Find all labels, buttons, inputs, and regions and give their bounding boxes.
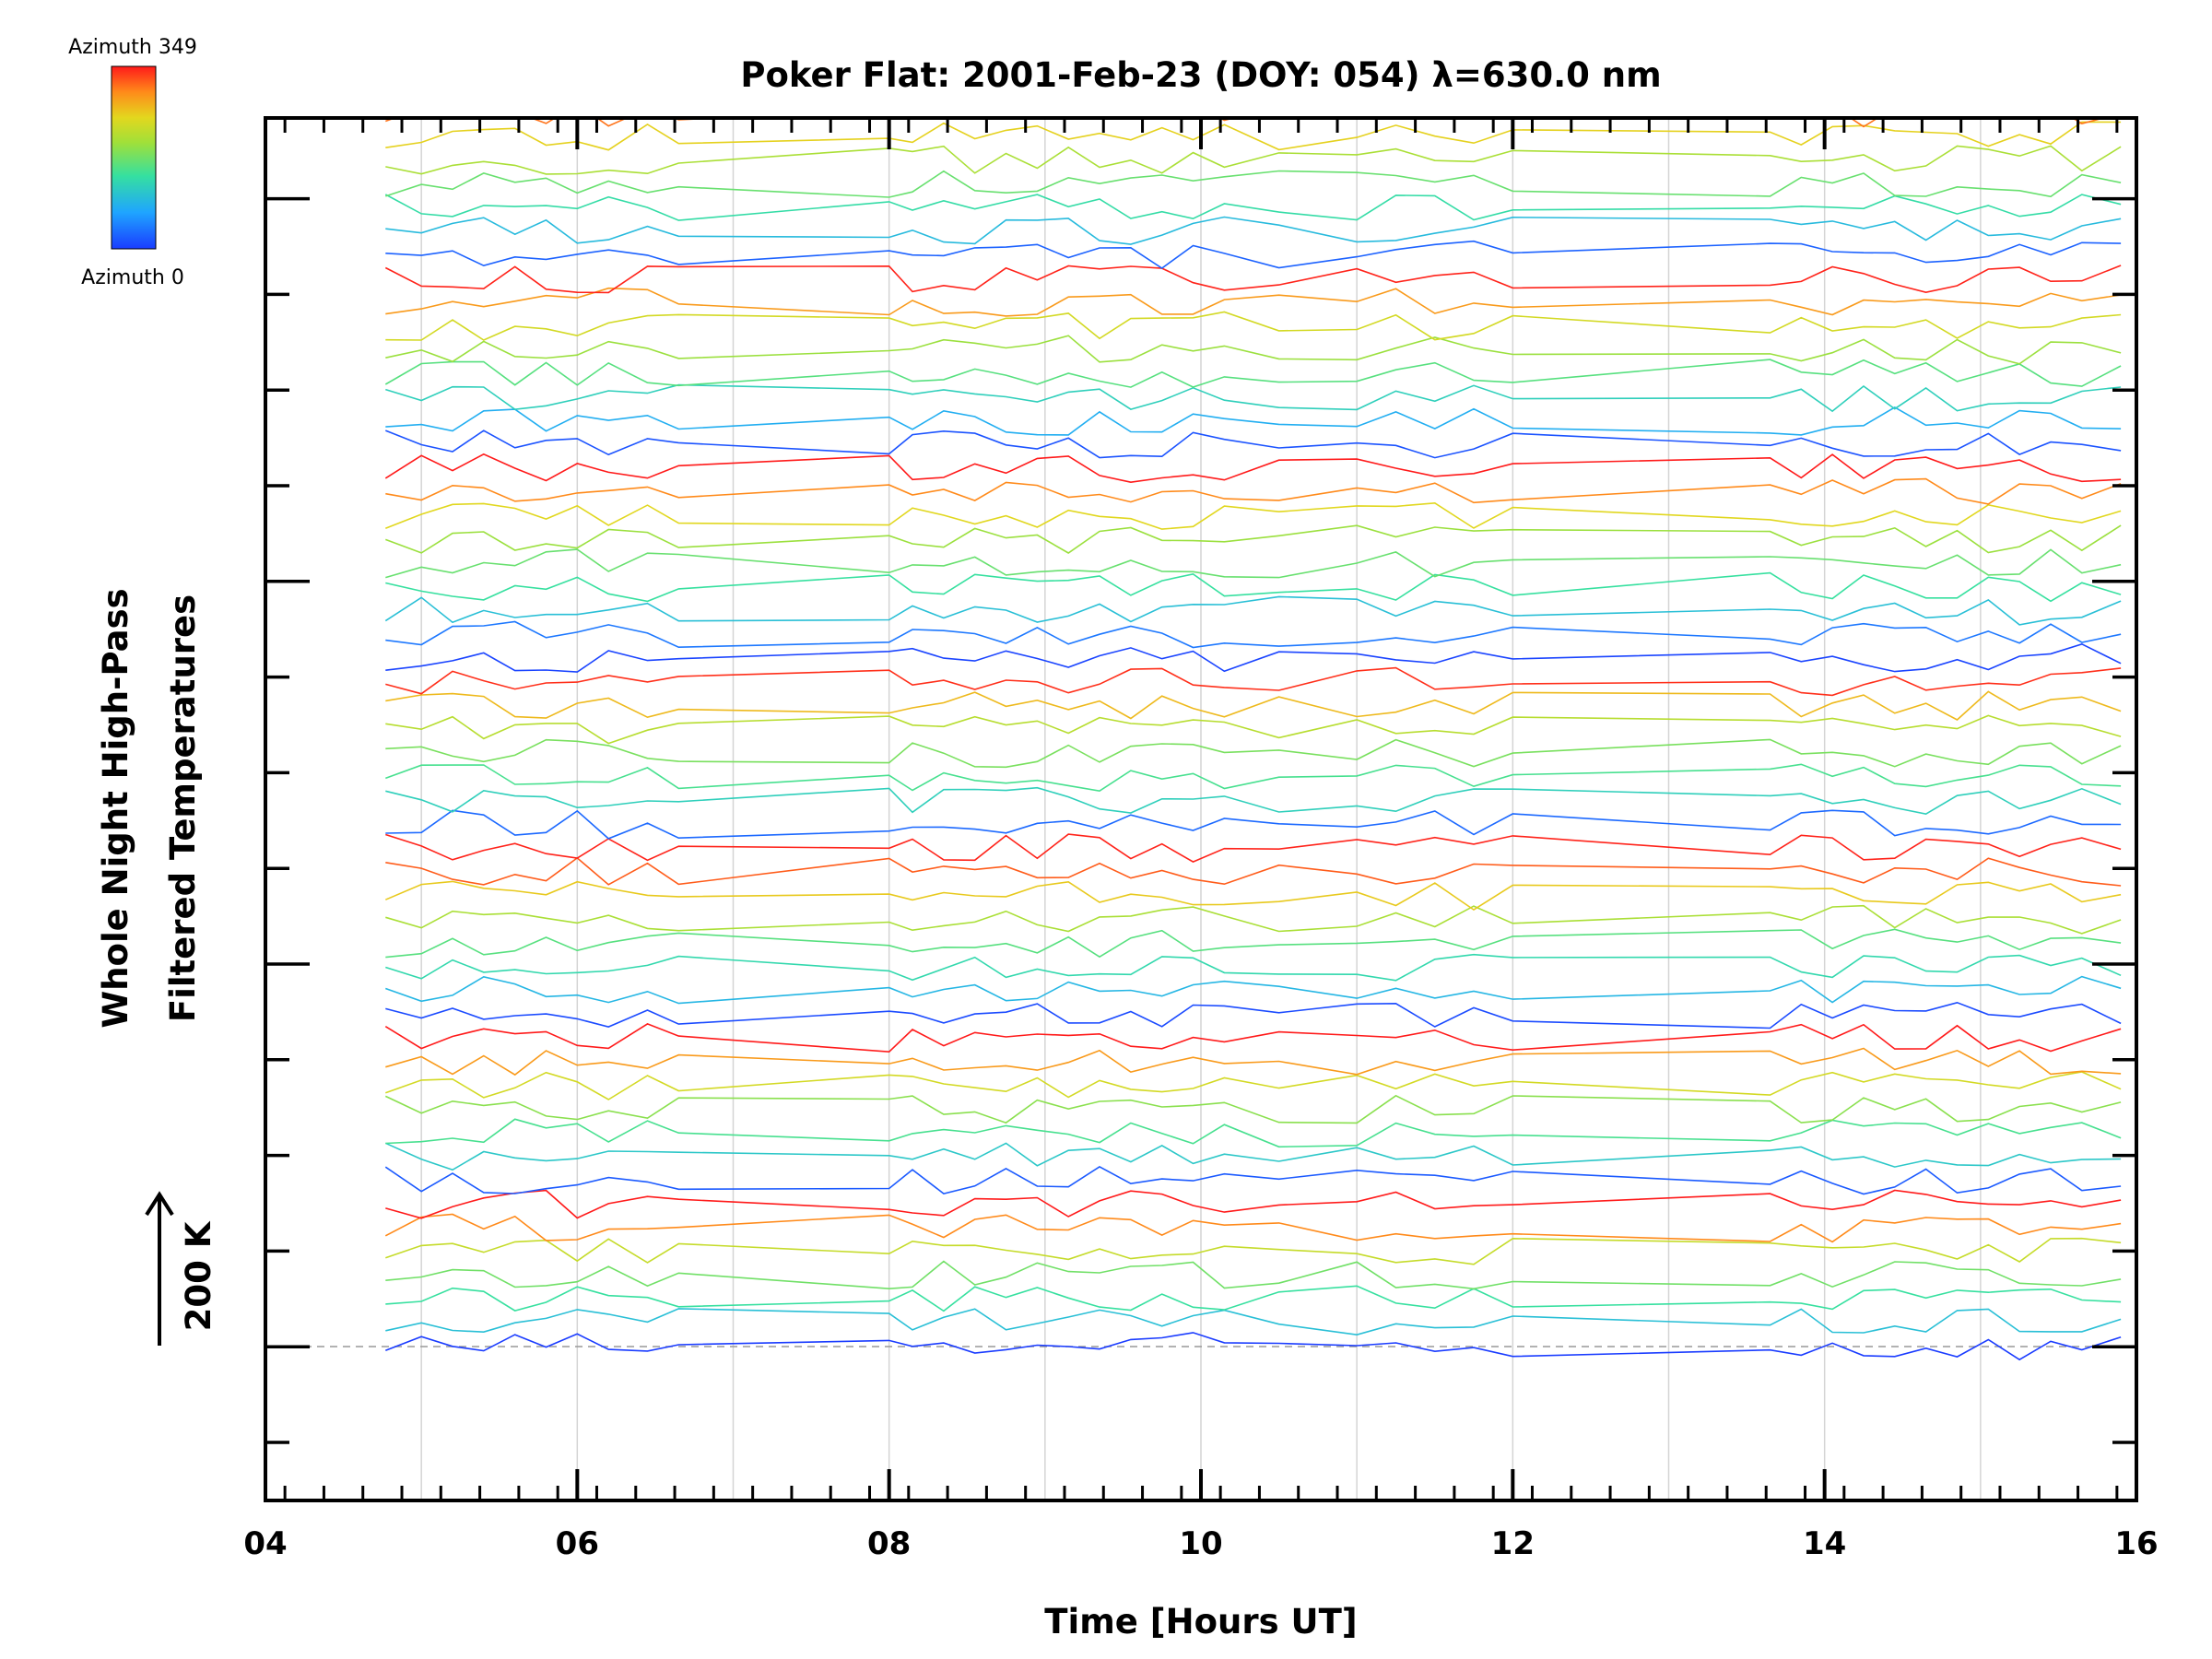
trace-line xyxy=(385,714,2122,745)
trace-line xyxy=(385,1189,2122,1219)
chart-title: Poker Flat: 2001-Feb-23 (DOY: 054) λ=630… xyxy=(740,55,1661,95)
colorbar-gradient xyxy=(111,65,157,250)
trace-line xyxy=(385,311,2122,341)
trace-line xyxy=(384,453,2122,484)
x-tick-label-16: 16 xyxy=(2114,1525,2158,1562)
trace-line xyxy=(385,975,2122,1005)
trace-line xyxy=(385,571,2122,603)
trace-line xyxy=(385,118,2107,128)
y-axis-label: Whole Night High-Pass Filtered Temperatu… xyxy=(96,588,203,1028)
trace-line xyxy=(385,690,2122,721)
colorbar-top-label: Azimuth 349 xyxy=(68,36,197,59)
trace-line xyxy=(385,1308,2122,1336)
trace-line xyxy=(384,880,2122,912)
trace-line xyxy=(385,642,2122,673)
trace-line xyxy=(385,501,2122,530)
y-axis-label-line1: Whole Night High-Pass xyxy=(96,588,135,1028)
trace-line xyxy=(385,953,2122,982)
trace-line xyxy=(385,1332,2122,1361)
scale-bar-arrow-head xyxy=(145,1191,174,1217)
trace-line xyxy=(385,1237,2122,1265)
x-tick-label-04: 04 xyxy=(243,1525,287,1562)
trace-line xyxy=(384,1023,2122,1053)
axis-ticks xyxy=(264,118,2138,1500)
x-tick-label-12: 12 xyxy=(1491,1525,1535,1562)
trace-line xyxy=(385,763,2122,793)
trace-line xyxy=(385,28,2121,55)
trace-line xyxy=(384,265,2122,294)
trace-line xyxy=(385,738,2122,769)
x-tick-label-08: 08 xyxy=(867,1525,911,1562)
trace-line xyxy=(385,240,2122,269)
y-axis-label-line2: Filtered Temperatures xyxy=(163,594,203,1022)
temperature-traces xyxy=(384,0,2122,1361)
trace-line xyxy=(385,928,2122,959)
trace-line xyxy=(385,809,2122,840)
trace-line xyxy=(384,1213,2122,1243)
trace-line xyxy=(385,1047,2122,1077)
trace-line xyxy=(384,1165,2122,1195)
trace-line xyxy=(385,145,2122,175)
trace-line xyxy=(385,216,2122,245)
trace-line xyxy=(385,429,2122,459)
trace-line xyxy=(385,0,2121,5)
x-tick-label-10: 10 xyxy=(1179,1525,1222,1562)
trace-line xyxy=(384,1142,2122,1171)
trace-line xyxy=(385,1118,2122,1148)
trace-line xyxy=(385,620,2122,649)
scale-bar: 200 K xyxy=(145,1191,218,1346)
trace-line xyxy=(385,383,2122,413)
trace-line xyxy=(385,1001,2122,1030)
trace-line xyxy=(385,856,2122,887)
trace-line xyxy=(384,1094,2122,1124)
trace-line xyxy=(385,1260,2122,1290)
trace-line xyxy=(385,170,2122,198)
trace-line xyxy=(385,477,2122,505)
trace-line xyxy=(385,4,2121,31)
x-axis-label: Time [Hours UT] xyxy=(1044,1602,1357,1641)
trace-line xyxy=(385,1285,2122,1312)
x-tick-label-14: 14 xyxy=(1803,1525,1846,1562)
vertical-grid xyxy=(420,118,1982,1500)
colorbar: Azimuth 349 Azimuth 0 xyxy=(68,36,197,289)
trace-line xyxy=(384,194,2122,221)
trace-line xyxy=(384,595,2122,626)
trace-line xyxy=(385,548,2122,579)
trace-line xyxy=(385,904,2122,935)
trace-line xyxy=(385,524,2122,554)
colorbar-bottom-label: Azimuth 0 xyxy=(81,266,184,289)
trace-line xyxy=(385,121,2122,151)
trace-line xyxy=(385,287,2122,317)
trace-line xyxy=(384,359,2122,388)
x-tick-labels: 04 06 08 10 12 14 16 xyxy=(243,1525,2158,1562)
scale-bar-label: 200 K xyxy=(179,1220,218,1331)
trace-line xyxy=(385,833,2122,863)
trace-line xyxy=(385,786,2122,816)
trace-line xyxy=(385,1071,2122,1100)
trace-line xyxy=(385,335,2122,365)
trace-line xyxy=(385,406,2122,436)
trace-line xyxy=(385,666,2122,697)
x-tick-label-06: 06 xyxy=(556,1525,599,1562)
